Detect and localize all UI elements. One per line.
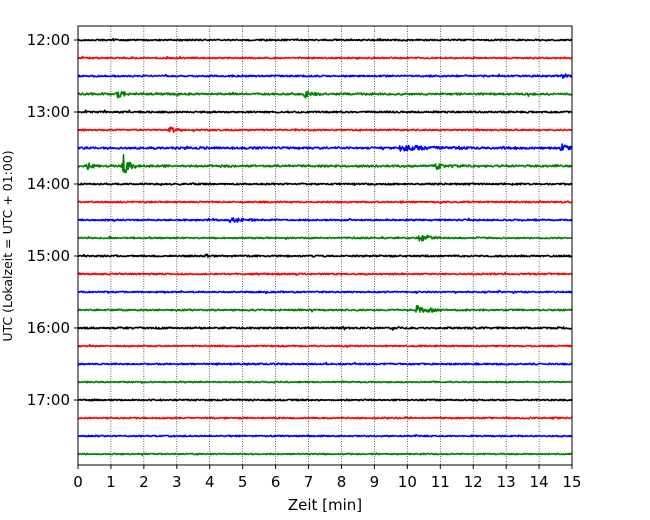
x-tick-label: 0 [73,473,83,491]
vertical-grid [110,26,540,465]
y-tick-label: 16:00 [27,319,70,337]
x-tick-label: 15 [562,473,581,491]
seismogram-trace [77,109,573,114]
seismogram-trace [77,153,573,174]
seismogram-trace [77,398,573,402]
y-tick-label: 14:00 [27,175,70,193]
y-tick-label: 17:00 [27,391,70,409]
y-axis-label: UTC (Lokalzeit = UTC + 01:00) [0,150,15,341]
x-tick-label: 13 [497,473,516,491]
seismogram-trace [77,143,573,152]
x-tick-label: 5 [238,473,248,491]
x-tick-label: 12 [464,473,483,491]
seismogram-trace [77,126,573,133]
seismogram-trace [77,343,573,348]
y-axis-ticks: 12:00 13:00 14:00 15:00 16:00 17:00 [27,31,78,409]
seismogram-traces [77,37,573,457]
x-tick-label: 9 [370,473,380,491]
x-tick-label: 8 [337,473,347,491]
seismogram-trace [77,452,573,457]
x-tick-label: 7 [304,473,314,491]
plot-frame [77,25,573,466]
seismogram-trace [77,217,573,224]
seismogram-trace [77,234,573,242]
x-tick-label: 10 [398,473,417,491]
y-tick-label: 12:00 [27,31,70,49]
seismogram-trace [77,325,573,331]
x-axis-label: Zeit [min] [288,496,362,514]
seismogram-trace [77,271,573,276]
x-tick-label: 6 [271,473,281,491]
seismogram-trace [77,289,573,295]
seismogram-trace [77,433,573,438]
seismogram-trace [77,416,573,420]
seismogram-trace [77,304,573,313]
x-tick-label: 1 [106,473,116,491]
seismogram-trace [77,380,573,384]
seismogram-trace [77,199,573,204]
seismogram-trace [77,55,573,60]
seismogram-trace [77,253,573,258]
seismogram-trace [77,90,573,99]
seismogram-trace [77,361,573,366]
x-tick-label: 11 [431,473,450,491]
y-tick-label: 15:00 [27,247,70,265]
seismogram-trace [77,37,573,42]
seismogram-trace [77,182,573,187]
seismogram-trace [77,73,573,79]
x-tick-label: 2 [139,473,149,491]
plot-background [78,26,572,465]
x-tick-label: 3 [172,473,182,491]
x-tick-label: 14 [530,473,549,491]
x-tick-label: 4 [205,473,215,491]
y-tick-label: 13:00 [27,103,70,121]
x-axis-ticks: 0 1 2 3 4 5 6 7 8 9 10 11 12 13 14 15 [73,465,582,491]
